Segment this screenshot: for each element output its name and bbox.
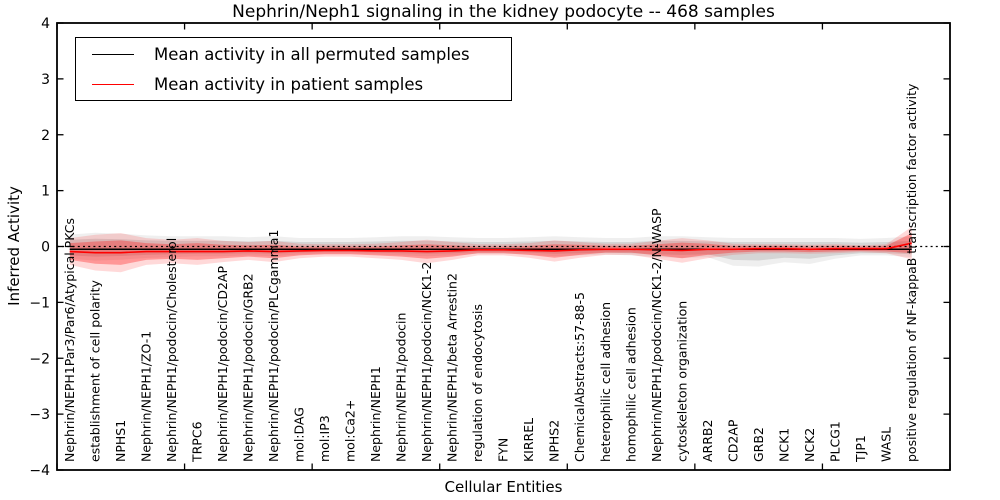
y-tick-label: 4 (41, 16, 50, 32)
x-tick-label: establishment of cell polarity (87, 280, 102, 462)
legend-box: Mean activity in all permuted samples Me… (75, 37, 512, 101)
y-tick-label: −3 (29, 407, 50, 423)
x-tick-label: mol:Ca2+ (343, 400, 358, 462)
x-tick-label: TRPC6 (190, 421, 205, 463)
y-tick-label: −1 (29, 295, 50, 311)
patient-mean-line (69, 242, 912, 254)
x-tick-label: Nephrin/NEPH1/podocin/NCK1-2 (419, 262, 434, 462)
y-tick-label: −4 (29, 463, 50, 479)
x-axis-label: Cellular Entities (444, 478, 563, 496)
x-tick-label: Nephrin/NEPH1/beta Arrestin2 (445, 273, 460, 462)
x-tick-label: WASL (878, 427, 893, 462)
x-tick-label: NCK1 (776, 428, 791, 462)
x-tick-label: Nephrin/NEPH1/podocin/Cholesterol (164, 238, 179, 462)
y-tick-label: 3 (41, 72, 50, 88)
x-tick-label: homophilic cell adhesion (623, 307, 638, 462)
x-tick-label: NCK2 (802, 428, 817, 462)
x-tick-label: mol:IP3 (317, 415, 332, 462)
x-tick-label: GRB2 (751, 427, 766, 462)
x-tick-label: cytoskeleton organization (674, 301, 689, 462)
x-tick-label: Nephrin/NEPH1/podocin (394, 313, 409, 462)
y-tick-label: 1 (41, 184, 50, 200)
x-tick-label: mol:DAG (292, 407, 307, 462)
x-tick-label: ChemicalAbstracts:57-88-5 (572, 292, 587, 462)
x-tick-label: heterophilic cell adhesion (598, 302, 613, 462)
legend-entry-patient: Mean activity in patient samples (76, 70, 511, 98)
x-tick-label: Nephrin/NEPH1/podocin/GRB2 (241, 273, 256, 462)
x-tick-label: PLCG1 (827, 421, 842, 462)
patient-line-swatch (92, 83, 134, 85)
x-tick-label: regulation of endocytosis (470, 304, 485, 462)
x-tick-label: Nephrin/NEPH1 (368, 366, 383, 462)
y-tick-label: 0 (41, 240, 50, 256)
x-tick-label: KIRREL (521, 418, 536, 462)
x-tick-label: positive regulation of NF-kappaB transcr… (904, 83, 919, 462)
x-tick-label: Nephrin/NEPH1/ZO-1 (139, 331, 154, 462)
x-tick-label: CD2AP (725, 419, 740, 462)
legend-entry-permuted: Mean activity in all permuted samples (76, 40, 511, 68)
x-tick-label: Nephrin/NEPH1Par3/Par6/Atypical PKCs (62, 218, 77, 462)
x-tick-label: Nephrin/NEPH1/podocin/NCK1-2/N-WASP (649, 208, 664, 462)
y-tick-label: −2 (29, 351, 50, 367)
x-tick-label: NPHS2 (547, 420, 562, 462)
x-tick-label: FYN (496, 438, 511, 462)
x-tick-label: ARRB2 (700, 420, 715, 462)
x-tick-label: Nephrin/NEPH1/podocin/CD2AP (215, 266, 230, 462)
y-tick-label: 2 (41, 128, 50, 144)
x-tick-label: NPHS1 (113, 420, 128, 462)
legend-label-patient: Mean activity in patient samples (154, 74, 424, 94)
chart-title: Nephrin/Neph1 signaling in the kidney po… (232, 2, 775, 22)
permuted-line-swatch (92, 53, 134, 55)
x-tick-label: TJP1 (853, 435, 868, 463)
legend-label-permuted: Mean activity in all permuted samples (154, 44, 470, 64)
x-tick-label: Nephrin/NEPH1/podocin/PLCgamma1 (266, 230, 281, 462)
